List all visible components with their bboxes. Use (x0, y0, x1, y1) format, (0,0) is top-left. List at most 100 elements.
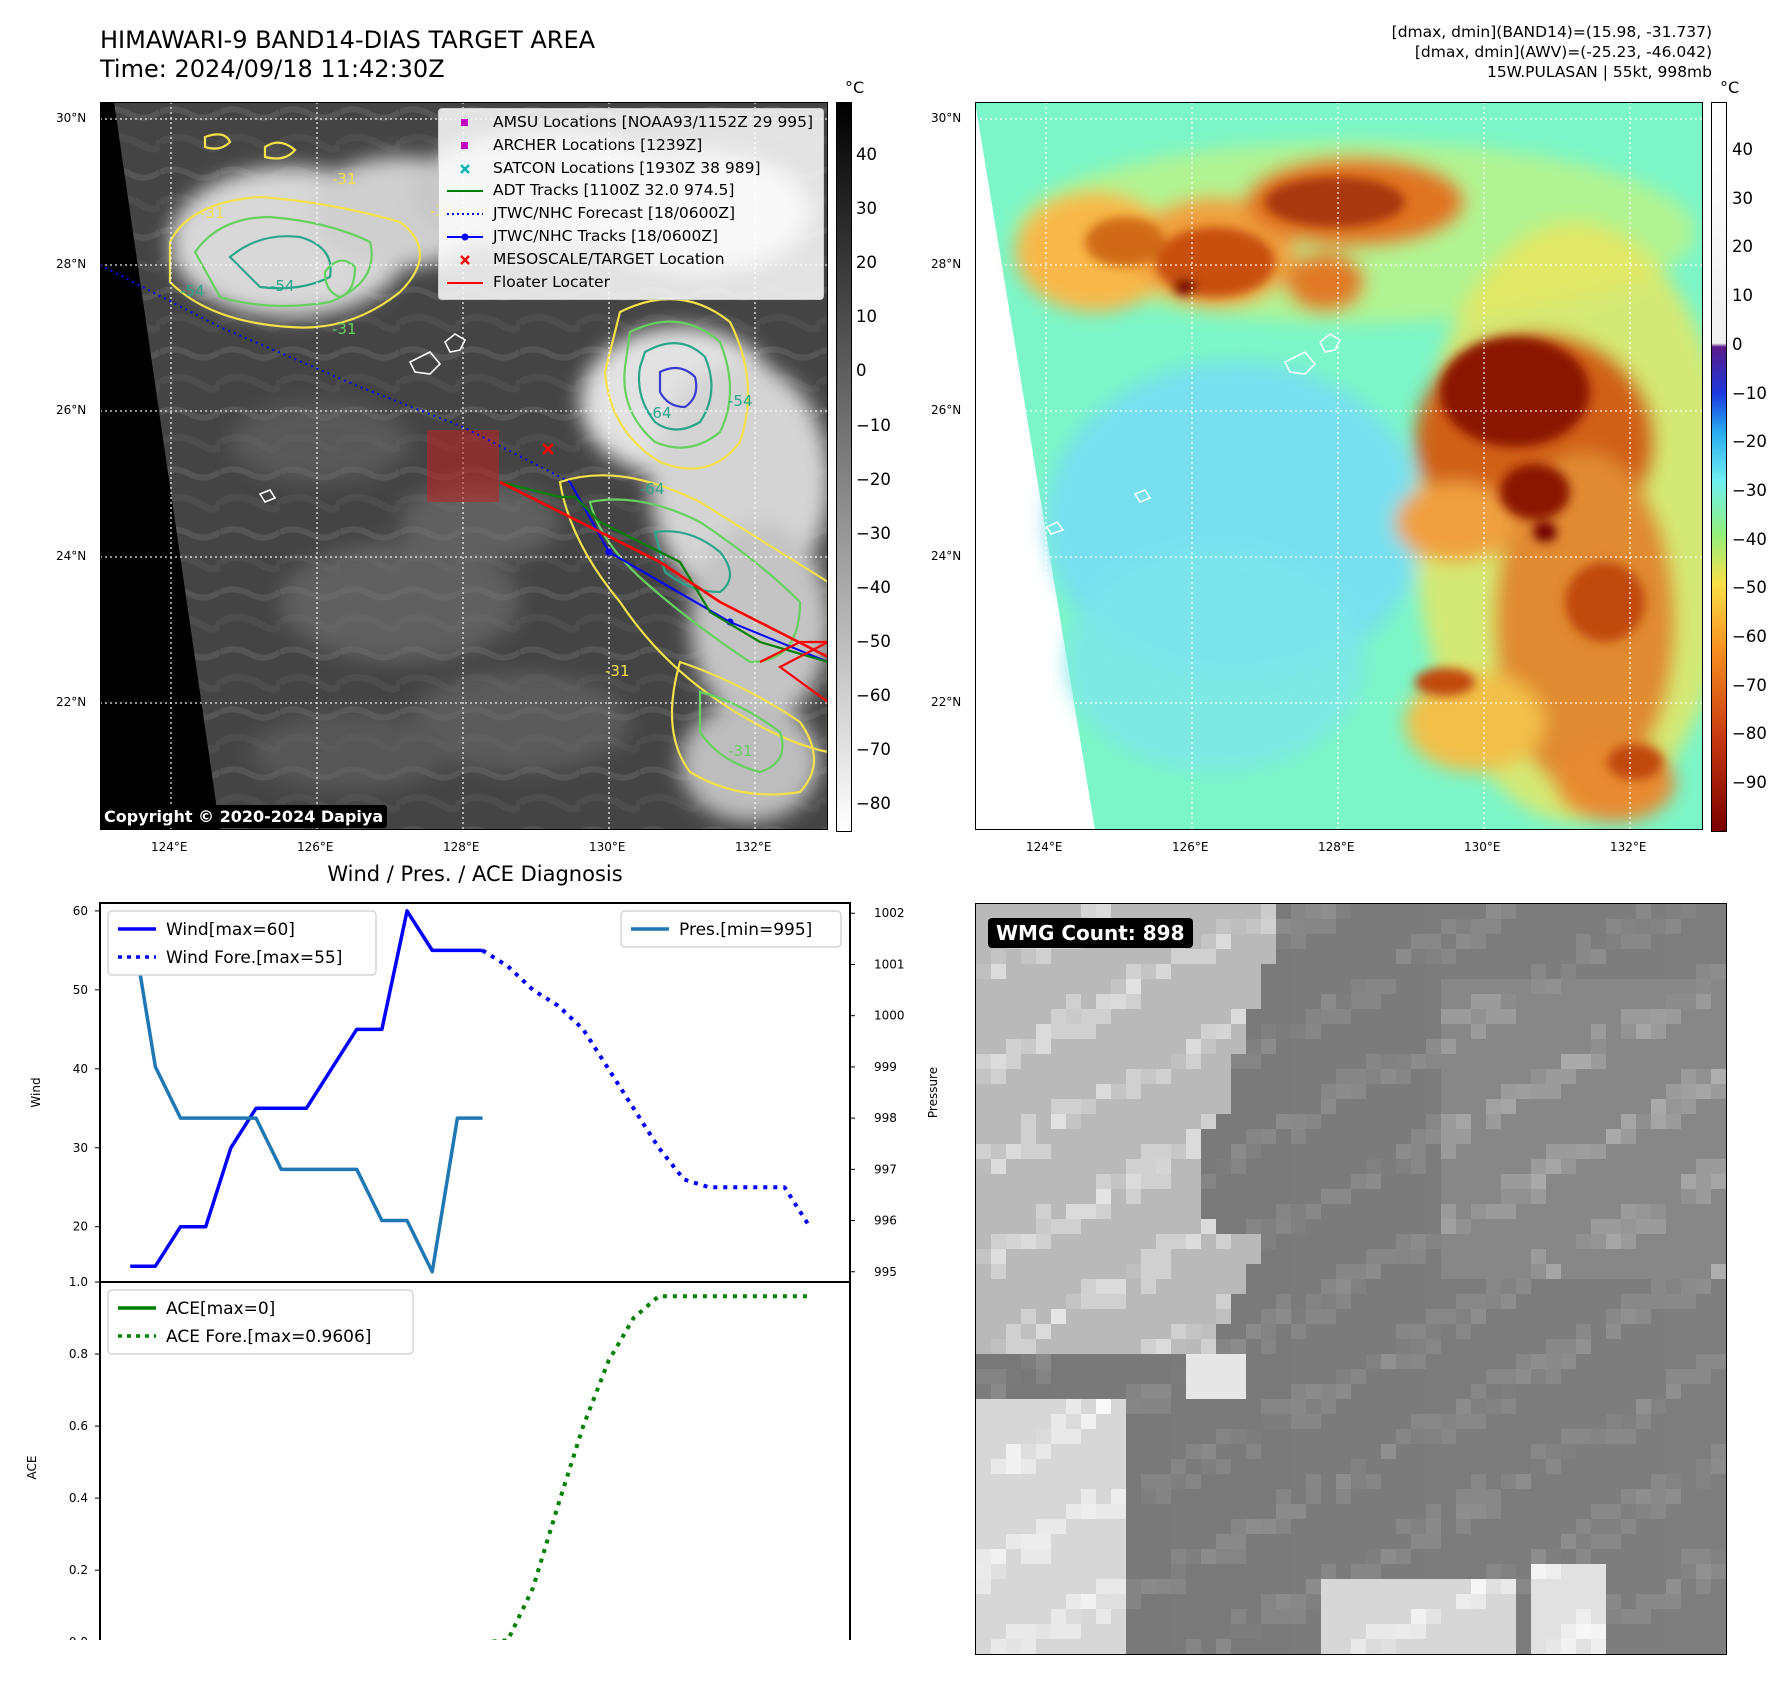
ir-lat-label: 24°N (56, 549, 87, 563)
legend-entry: ARCHER Locations [1239Z] (445, 136, 815, 156)
ace-ytick-label: 0.8 (69, 1347, 88, 1361)
awv-map-image (975, 102, 1703, 830)
legend-marker-icon (447, 213, 483, 216)
ace-legend (107, 1289, 414, 1355)
contour-label: -54 (728, 392, 753, 410)
legend-label: ARCHER Locations [1239Z] (493, 135, 703, 154)
legend-label: Wind[max=60] (166, 920, 295, 940)
contour-label: -54 (270, 277, 295, 295)
contour-label: -31 (332, 320, 357, 338)
ir-colorbar (836, 102, 852, 832)
awv-lat-label: 24°N (931, 549, 962, 563)
contour-label: -54 (180, 282, 205, 300)
diagnosis-chart: 60 50 40 30 20 1002 1001 1000 999 998 997 996 995 1.0… (25, 902, 940, 1640)
legend-marker-icon (461, 119, 468, 126)
contour-label: -31 (605, 662, 630, 680)
pressure-ytick-label: 1002 (874, 906, 905, 920)
ir-colorbar-tick: 40 (856, 145, 877, 164)
contour-label: -31 (728, 742, 753, 760)
ir-lon-label: 130°E (589, 840, 626, 854)
ace-ytick-label: 0.4 (69, 1491, 88, 1505)
figure-title-line1: HIMAWARI-9 BAND14-DIAS TARGET AREA (100, 26, 596, 54)
awv-colorbar-tick: −30 (1732, 480, 1767, 500)
awv-lat-label: 28°N (931, 257, 962, 271)
awv-lon-label: 126°E (1172, 840, 1209, 854)
awv-map-panel (975, 102, 1703, 830)
ir-colorbar-unit: °C (845, 78, 865, 97)
awv-lat-label: 30°N (931, 111, 962, 125)
pressure-ytick-label: 1001 (874, 957, 905, 971)
awv-colorbar-tick: −60 (1732, 627, 1767, 646)
ir-colorbar-tick: −80 (856, 794, 891, 814)
awv-colorbar-tick: −70 (1732, 675, 1767, 695)
awv-map-frame (975, 102, 1703, 830)
ir-colorbar-tick: −30 (856, 523, 891, 543)
ir-lat-label: 26°N (56, 403, 87, 417)
legend-label: ACE[max=0] (166, 1299, 275, 1319)
contour-label: -64 (647, 404, 672, 422)
legend-label: Wind Fore.[max=55] (166, 948, 342, 968)
figure-title-line2: Time: 2024/09/18 11:42:30Z (100, 55, 445, 83)
awv-lon-label: 130°E (1464, 840, 1501, 854)
pressure-ytick-label: 1000 (874, 1009, 905, 1023)
legend-entry: AMSU Locations [NOAA93/1152Z 29 995] (445, 113, 815, 133)
legend-entry: JTWC/NHC Forecast [18/0600Z] (445, 204, 815, 224)
pressure-ytick-label: 996 (874, 1214, 897, 1228)
ir-lon-label: 126°E (297, 840, 334, 854)
awv-colorbar-tick: 40 (1732, 140, 1753, 159)
legend-entry: MESOSCALE/TARGET Location (445, 250, 815, 270)
ace-ytick-label: 0.6 (69, 1419, 88, 1433)
legend-entry: JTWC/NHC Tracks [18/0600Z] (445, 227, 815, 247)
wmg-image (976, 904, 1726, 1654)
ir-map-frame (100, 102, 828, 830)
ir-map-panel: -31-31-54-54-31-64-54-64-31-31-31 AMSU L… (100, 102, 828, 830)
wmg-panel: WMG Count: 898 (975, 903, 1727, 1655)
ir-lon-label: 124°E (151, 840, 188, 854)
ir-lon-label: 132°E (735, 840, 772, 854)
contour-label: -31 (200, 204, 225, 222)
awv-colorbar-tick: −90 (1732, 773, 1767, 793)
awv-colorbar-tick: 20 (1732, 237, 1753, 257)
awv-colorbar-tick: −20 (1732, 432, 1767, 452)
legend-label: AMSU Locations [NOAA93/1152Z 29 995] (493, 113, 814, 131)
legend-label: ACE Fore.[max=0.9606] (166, 1327, 371, 1347)
ace-frame (99, 1281, 851, 1640)
wmg-count-badge: WMG Count: 898 (988, 918, 1193, 948)
wind-ytick-label: 20 (73, 1220, 88, 1234)
awv-colorbar-tick: −40 (1732, 529, 1767, 549)
wind-axis-label: Wind (29, 1077, 43, 1107)
ace-axis-label: ACE (25, 1456, 39, 1480)
awv-lat-label: 26°N (931, 403, 962, 417)
awv-lat-label: 22°N (931, 695, 962, 709)
legend-label: SATCON Locations [1930Z 38 989] (493, 158, 761, 177)
ir-colorbar-tick: −20 (856, 469, 891, 489)
wind-ytick-label: 60 (73, 904, 88, 918)
wind-ytick-label: 50 (73, 983, 88, 997)
legend-entry: SATCON Locations [1930Z 38 989] (445, 159, 815, 179)
legend-marker-icon (460, 254, 470, 265)
legend-label: MESOSCALE/TARGET Location (493, 249, 725, 268)
ir-colorbar-tick: 30 (856, 199, 877, 219)
ace-ytick-label: 1.0 (69, 1275, 88, 1289)
legend-label: Pres.[min=995] (679, 920, 812, 940)
legend-entry: ADT Tracks [1100Z 32.0 974.5] (445, 181, 815, 201)
contour-label: -64 (640, 480, 665, 498)
awv-colorbar (1711, 102, 1727, 832)
pressure-ytick-label: 997 (874, 1162, 897, 1176)
wind-legend (107, 910, 377, 976)
copyright-badge: Copyright © 2020-2024 Dapiya (100, 805, 388, 828)
pressure-legend (620, 910, 842, 948)
awv-colorbar-tick: −50 (1732, 578, 1767, 598)
pressure-ytick-label: 998 (874, 1111, 897, 1125)
awv-lon-label: 128°E (1318, 840, 1355, 854)
awv-lon-label: 132°E (1610, 840, 1647, 854)
awv-colorbar-tick: 0 (1732, 334, 1743, 354)
ir-map-legend: AMSU Locations [NOAA93/1152Z 29 995] ARCH… (438, 108, 824, 300)
figure-title: HIMAWARI-9 BAND14-DIAS TARGET AREA Time:… (100, 26, 595, 84)
ir-lat-label: 22°N (56, 695, 87, 709)
pressure-ytick-label: 999 (874, 1060, 897, 1074)
legend-marker-icon (447, 233, 483, 241)
legend-entry: Floater Locater (445, 273, 815, 293)
ace-ytick-label: 0.0 (69, 1635, 88, 1640)
stats-header: [dmax, dmin](BAND14)=(15.98, -31.737) [d… (1392, 22, 1712, 82)
